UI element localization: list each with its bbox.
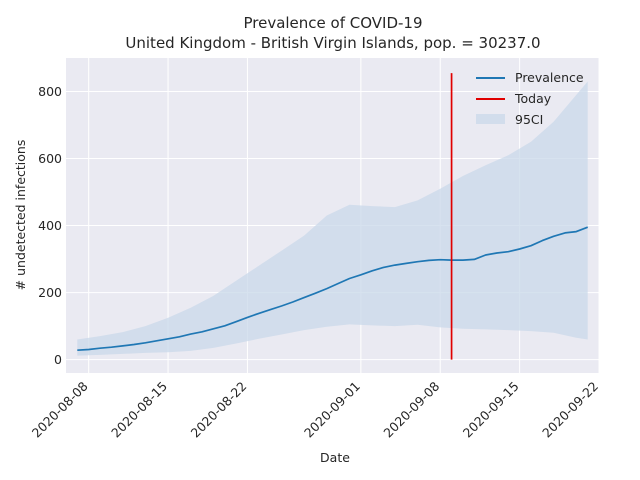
prevalence-line: [77, 226, 589, 352]
y-tick-label: 600: [38, 151, 62, 166]
x-tick-labels: 2020-08-08 2020-08-15 2020-08-22 2020-09-01…: [29, 378, 601, 440]
legend-ci-label: 95CI: [515, 112, 543, 127]
x-tick-label: 2020-09-01: [301, 379, 363, 441]
y-tick-label: 400: [38, 218, 62, 233]
y-tick-labels: 0 200 400 600 800: [38, 84, 62, 367]
ci-band-layer: [77, 81, 588, 356]
legend-today-label: Today: [514, 91, 552, 106]
x-tick-label: 2020-09-22: [539, 379, 601, 441]
legend-ci-swatch: [476, 114, 505, 124]
x-tick-label: 2020-09-08: [380, 378, 442, 440]
x-axis-label: Date: [320, 450, 350, 465]
chart-subtitle: United Kingdom - British Virgin Islands,…: [125, 34, 540, 52]
ci-band: [77, 81, 588, 356]
chart-title: Prevalence of COVID-19: [243, 14, 422, 32]
y-tick-label: 800: [38, 84, 62, 99]
y-tick-label: 200: [38, 285, 62, 300]
legend-prevalence-label: Prevalence: [515, 70, 584, 85]
x-tick-label: 2020-08-22: [188, 379, 250, 441]
prevalence-line-layer: [77, 226, 589, 352]
y-axis-label: # undetected infections: [13, 140, 28, 291]
legend: Prevalence Today 95CI: [476, 70, 584, 127]
x-tick-label: 2020-09-15: [460, 379, 522, 441]
x-tick-label: 2020-08-15: [108, 379, 170, 441]
x-tick-label: 2020-08-08: [29, 378, 91, 440]
y-tick-label: 0: [54, 352, 62, 367]
